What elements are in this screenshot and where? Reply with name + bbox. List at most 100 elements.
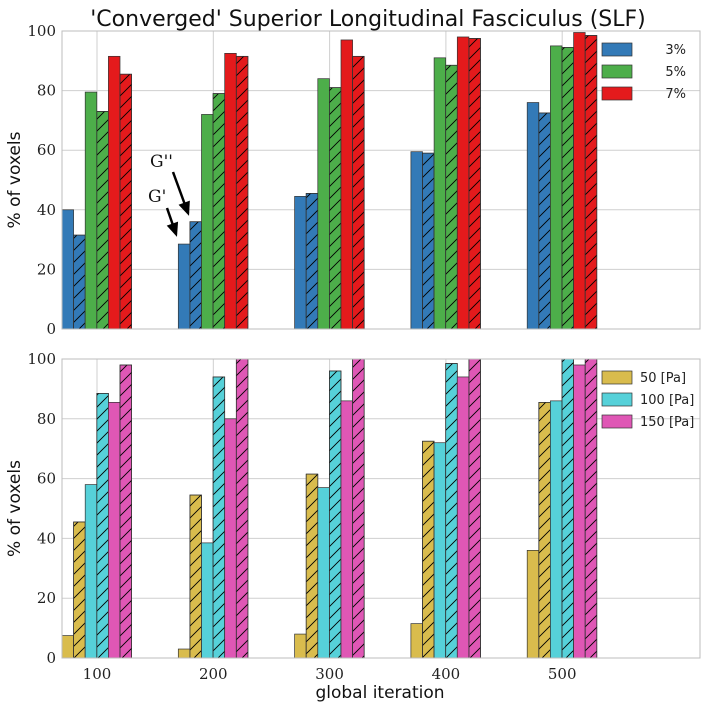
legend-label: 50 [Pa] xyxy=(640,371,686,386)
bar-hatch-overlay xyxy=(584,358,598,659)
plot-frame xyxy=(61,358,701,659)
bar-hatch-overlay xyxy=(212,376,226,659)
bar-50Pa-100 xyxy=(61,635,74,659)
bar-100Pa-100 xyxy=(84,484,98,659)
annotations: G'' G' xyxy=(148,152,190,237)
bar-100Pa-400 xyxy=(433,442,447,659)
y-tick-label: 20 xyxy=(37,589,56,607)
legend-label: 150 [Pa] xyxy=(640,415,694,430)
y-tick-label: 20 xyxy=(37,260,56,278)
bar-hatch-overlay xyxy=(329,87,342,330)
x-axis-label: global iteration xyxy=(315,683,444,703)
y-tick-label: 100 xyxy=(27,350,56,368)
y-tick-label: 40 xyxy=(37,201,56,219)
bar-5-100 xyxy=(84,91,98,330)
bar-7-100 xyxy=(108,55,121,330)
bar-hatch-overlay xyxy=(119,364,132,659)
bar-hatch-overlay xyxy=(119,73,132,330)
y-tick-label: 100 xyxy=(27,22,56,40)
bar-50Pa-500 xyxy=(526,550,540,659)
bar-hatch-overlay xyxy=(352,358,365,659)
legend-swatch xyxy=(601,414,633,429)
bar-hatch-overlay xyxy=(561,47,574,330)
y-tick-label: 60 xyxy=(37,470,56,488)
legend-swatch xyxy=(601,42,633,57)
bar-hatch-overlay xyxy=(305,473,319,659)
bar-hatch-overlay xyxy=(561,358,574,659)
y-tick-label: 40 xyxy=(37,529,56,547)
legend-swatch xyxy=(601,392,633,407)
legend-swatch xyxy=(601,86,633,101)
x-tick-label: 500 xyxy=(548,665,577,683)
bar-hatch-overlay xyxy=(352,55,365,330)
chart-title: 'Converged' Superior Longitudinal Fascic… xyxy=(90,7,646,32)
bar-150Pa-500 xyxy=(573,364,586,659)
bar-5-500 xyxy=(550,45,563,330)
y-tick-label: 0 xyxy=(46,320,56,338)
y-tick-label: 80 xyxy=(37,82,56,100)
bar-hatch-overlay xyxy=(189,494,202,659)
bar-hatch-overlay xyxy=(73,521,86,659)
bar-150Pa-100 xyxy=(108,402,121,659)
bar-hatch-overlay xyxy=(445,363,458,659)
bar-50Pa-400 xyxy=(410,623,423,659)
y-tick-label: 60 xyxy=(37,141,56,159)
y-tick-label: 80 xyxy=(37,410,56,428)
bar-hatch-overlay xyxy=(96,393,109,659)
bar-3-200 xyxy=(177,243,191,330)
legend-swatch xyxy=(601,64,633,79)
bar-hatch-overlay xyxy=(235,55,249,330)
bar-hatch-overlay xyxy=(468,358,481,659)
bar-150Pa-300 xyxy=(340,400,353,659)
bar-hatch-overlay xyxy=(305,193,319,330)
legend-label: 5% xyxy=(665,65,686,80)
bar-5-300 xyxy=(317,78,330,330)
x-tick-label: 200 xyxy=(199,665,228,683)
bar-150Pa-200 xyxy=(224,418,237,659)
bar-7-300 xyxy=(340,39,353,330)
x-tick-label: 400 xyxy=(432,665,461,683)
y-axis-label: % of voxels xyxy=(5,131,25,228)
panel-1: 0 20 40 60 80 100 % of voxels 3% 5% 7% G'' G' xyxy=(5,22,701,338)
annotation-label: G' xyxy=(148,187,166,207)
bar-hatch-overlay xyxy=(584,35,598,330)
bar-3-400 xyxy=(410,151,423,330)
legend-label: 3% xyxy=(665,43,686,58)
bar-hatch-overlay xyxy=(329,370,342,659)
legend-swatch xyxy=(601,370,633,385)
annotation-label: G'' xyxy=(150,152,173,172)
bar-hatch-overlay xyxy=(73,234,86,330)
legend: 3% 5% 7% xyxy=(601,42,686,102)
bar-hatch-overlay xyxy=(212,93,226,330)
bar-5-400 xyxy=(433,57,447,330)
x-tick-label: 100 xyxy=(83,665,112,683)
plot-frame xyxy=(61,30,701,330)
bar-hatch-overlay xyxy=(468,38,481,330)
bar-hatch-overlay xyxy=(189,221,202,330)
bar-hatch-overlay xyxy=(235,358,249,659)
legend-label: 100 [Pa] xyxy=(640,393,694,408)
x-axis: 100 200 300 400 500 xyxy=(83,665,577,683)
bar-hatch-overlay xyxy=(422,440,435,659)
legend: 50 [Pa] 100 [Pa] 150 [Pa] xyxy=(601,370,694,430)
bar-100Pa-300 xyxy=(317,487,330,659)
bar-hatch-overlay xyxy=(538,402,551,659)
bar-5-200 xyxy=(201,114,214,330)
bar-100Pa-500 xyxy=(550,400,563,659)
x-tick-label: 300 xyxy=(315,665,344,683)
bar-100Pa-200 xyxy=(201,542,214,659)
bar-3-100 xyxy=(61,209,74,330)
bar-50Pa-200 xyxy=(177,648,191,659)
bar-hatch-overlay xyxy=(422,152,435,330)
bar-7-400 xyxy=(456,36,470,330)
panel-2: 0 20 40 60 80 100 % of voxels 50 [Pa] 100 [Pa] 15… xyxy=(5,350,701,667)
bar-hatch-overlay xyxy=(445,64,458,330)
bar-150Pa-400 xyxy=(456,376,470,659)
y-axis-label: % of voxels xyxy=(5,460,25,557)
bar-3-300 xyxy=(294,196,307,330)
bar-3-500 xyxy=(526,102,540,330)
legend-label: 7% xyxy=(665,87,686,102)
bar-hatch-overlay xyxy=(96,111,109,330)
bar-7-500 xyxy=(573,32,586,330)
